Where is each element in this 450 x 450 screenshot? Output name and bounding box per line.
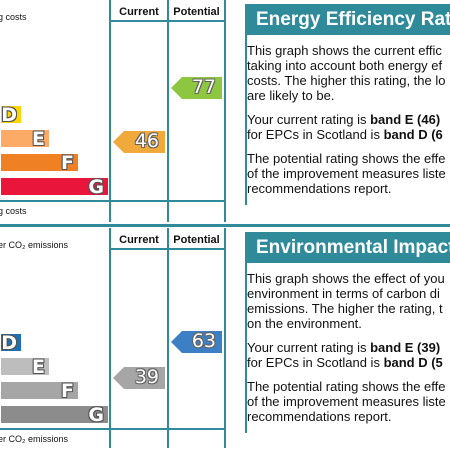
- band-d: D: [0, 332, 22, 354]
- panel-paragraph: The potential rating shows the effe of t…: [247, 379, 446, 424]
- current-rating-arrow: 39: [113, 366, 165, 389]
- panel-paragraph: This graph shows the current effic takin…: [247, 43, 446, 103]
- potential-column-header: Potential: [173, 6, 220, 18]
- band-g: G: [0, 176, 109, 198]
- band-letter: F: [61, 380, 74, 402]
- panel-title: Environmental Impact: [247, 232, 450, 263]
- chart-top-label: g costs: [0, 12, 27, 22]
- band-f: F: [0, 152, 79, 174]
- current-column-header: Current: [119, 6, 159, 18]
- energy-efficiency-chart: g costs Current Potential D E F G g cost…: [0, 0, 228, 225]
- column-divider: [109, 0, 111, 222]
- potential-rating-value: 77: [191, 76, 216, 98]
- chart-bottom-label: er CO₂ emissions: [0, 434, 69, 444]
- footer-rule: [0, 200, 226, 202]
- panel-paragraph: This graph shows the effect of you envir…: [247, 271, 445, 331]
- potential-rating-arrow: 77: [171, 76, 222, 99]
- potential-rating-value: 63: [191, 330, 216, 352]
- energy-efficiency-panel: Energy Efficiency Rati This graph shows …: [245, 4, 450, 205]
- column-divider: [109, 228, 111, 448]
- band-letter: G: [88, 404, 104, 426]
- energy-efficiency-section: g costs Current Potential D E F G g cost…: [0, 0, 450, 225]
- band-e: E: [0, 128, 50, 150]
- chart-top-label: er CO₂ emissions: [0, 240, 69, 250]
- column-divider: [167, 0, 169, 222]
- potential-column-header: Potential: [173, 234, 220, 246]
- panel-rating-paragraph: Your current rating is band E (46) for E…: [247, 112, 443, 142]
- chart-bottom-label: g costs: [0, 206, 27, 216]
- footer-rule: [0, 428, 226, 430]
- current-column-header: Current: [119, 234, 159, 246]
- environmental-impact-chart: er CO₂ emissions Current Potential D E F…: [0, 228, 228, 450]
- band-g: G: [0, 404, 109, 426]
- panel-paragraph: The potential rating shows the effe of t…: [247, 151, 446, 196]
- current-rating-value: 39: [134, 366, 159, 388]
- band-d: D: [0, 104, 22, 126]
- header-rule: [109, 20, 226, 22]
- band-letter: D: [1, 104, 17, 126]
- band-e: E: [0, 356, 50, 378]
- panel-rating-paragraph: Your current rating is band E (39) for E…: [247, 340, 443, 370]
- column-divider: [224, 0, 226, 222]
- environmental-impact-section: er CO₂ emissions Current Potential D E F…: [0, 228, 450, 450]
- column-divider: [224, 228, 226, 448]
- potential-rating-arrow: 63: [171, 330, 222, 353]
- environmental-impact-panel: Environmental Impact This graph shows th…: [245, 232, 450, 433]
- band-letter: E: [32, 356, 45, 378]
- header-rule: [109, 248, 226, 250]
- section-divider: [0, 224, 450, 227]
- current-rating-value: 46: [134, 130, 159, 152]
- band-letter: E: [32, 128, 45, 150]
- band-f: F: [0, 380, 79, 402]
- band-letter: D: [1, 332, 17, 354]
- band-letter: G: [88, 176, 104, 198]
- column-divider: [167, 228, 169, 448]
- current-rating-arrow: 46: [113, 130, 165, 153]
- panel-title: Energy Efficiency Rati: [247, 4, 450, 35]
- band-letter: F: [61, 152, 74, 174]
